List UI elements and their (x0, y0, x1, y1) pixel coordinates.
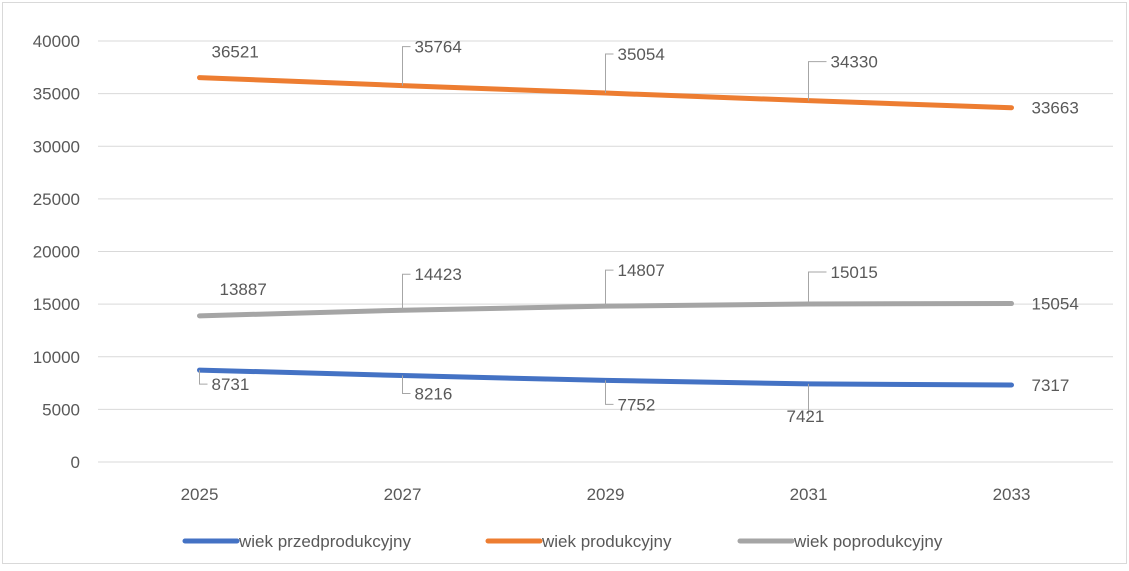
data-label: 35764 (415, 38, 462, 57)
data-label: 7752 (618, 395, 656, 414)
data-label: 8731 (212, 375, 250, 394)
data-label-leader (808, 61, 827, 101)
y-tick-label: 5000 (42, 400, 80, 419)
y-tick-label: 40000 (33, 32, 80, 51)
data-label-leader (402, 375, 411, 395)
y-tick-label: 20000 (33, 243, 80, 262)
data-label-leader (402, 273, 411, 311)
x-tick-label: 2033 (993, 485, 1031, 504)
data-label: 8216 (415, 385, 453, 404)
x-tick-label: 2031 (790, 485, 828, 504)
y-tick-label: 15000 (33, 295, 80, 314)
data-label: 34330 (831, 53, 878, 72)
data-label: 13887 (220, 280, 267, 299)
data-label: 14423 (415, 265, 462, 284)
data-label: 35054 (618, 45, 665, 64)
legend-label: wiek przedprodukcyjny (238, 532, 411, 551)
data-label-leader (605, 53, 614, 94)
data-label: 15015 (831, 263, 878, 282)
y-tick-label: 25000 (33, 190, 80, 209)
data-label: 7421 (787, 407, 825, 426)
data-label: 7317 (1032, 376, 1070, 395)
x-tick-label: 2029 (587, 485, 625, 504)
data-label-leader (605, 269, 614, 307)
data-label: 33663 (1032, 99, 1079, 118)
legend-label: wiek poprodukcyjny (793, 532, 943, 551)
data-label: 36521 (212, 43, 259, 62)
x-tick-label: 2027 (384, 485, 422, 504)
y-tick-label: 10000 (33, 348, 80, 367)
legend-label: wiek produkcyjny (541, 532, 672, 551)
data-label-leader (199, 370, 208, 385)
y-tick-label: 35000 (33, 85, 80, 104)
y-tick-label: 30000 (33, 137, 80, 156)
data-label: 15054 (1032, 295, 1079, 314)
data-label-leader (402, 46, 411, 86)
x-tick-label: 2025 (181, 485, 219, 504)
data-label-leader (808, 271, 827, 304)
data-label-leader (605, 380, 614, 405)
data-label: 14807 (618, 261, 665, 280)
y-tick-label: 0 (71, 453, 80, 472)
